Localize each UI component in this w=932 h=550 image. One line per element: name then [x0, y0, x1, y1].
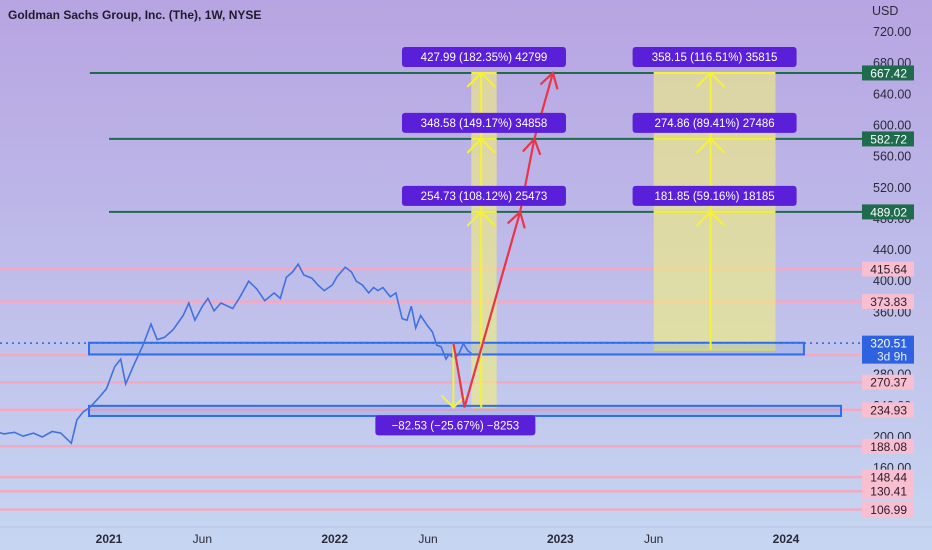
- level-price-tag-text: 234.93: [870, 403, 907, 417]
- x-axis-tick-label: Jun: [193, 532, 212, 546]
- drop-label: −82.53 (−25.67%) −8253: [392, 420, 520, 432]
- measure-label-box: [401, 46, 566, 67]
- current-price-tag: [862, 335, 914, 364]
- measure-label-box: [632, 112, 797, 133]
- level-price-tag: [862, 65, 914, 81]
- y-axis-tick-label: 720.00: [873, 25, 911, 39]
- drop-label-box: [375, 415, 536, 436]
- projected-path-arrow-head: [539, 70, 559, 90]
- x-axis-tick-label: Jun: [418, 532, 437, 546]
- y-axis-tick-label: 440.00: [873, 243, 911, 257]
- level-price-tag: [862, 402, 914, 418]
- level-price-tag-text: 373.83: [870, 295, 907, 309]
- level-price-tag: [862, 204, 914, 220]
- countdown-text: 3d 9h: [877, 350, 907, 364]
- measure-label-box: [632, 185, 797, 206]
- y-axis-tick-label: 400.00: [873, 274, 911, 288]
- level-price-tag: [862, 131, 914, 147]
- measure-label: 427.99 (182.35%) 42799: [421, 52, 548, 64]
- y-axis-tick-label: 520.00: [873, 181, 911, 195]
- x-axis-tick-label: 2021: [96, 532, 123, 546]
- level-price-tag: [862, 483, 914, 499]
- measure-label-box: [632, 46, 797, 67]
- projection-arrow-head: [695, 137, 726, 154]
- level-price-tag-text: 130.41: [870, 485, 907, 499]
- support-zone-box: [88, 341, 805, 356]
- measure-label: 254.73 (108.12%) 25473: [421, 191, 548, 203]
- measure-label: 358.15 (116.51%) 35815: [652, 52, 778, 64]
- measure-label-box: [401, 185, 566, 206]
- measure-label-box: [401, 112, 566, 133]
- level-price-tag-text: 667.42: [870, 66, 907, 80]
- projected-path-arrow-head: [522, 136, 542, 156]
- level-price-tag-text: 415.64: [870, 263, 907, 277]
- y-axis-tick-label: 640.00: [873, 87, 911, 101]
- projection-arrow-head: [695, 210, 726, 227]
- measure-label: 181.85 (59.16%) 18185: [654, 191, 774, 203]
- projection-arrow-head: [466, 137, 496, 154]
- chart-title: Goldman Sachs Group, Inc. (The), 1W, NYS…: [8, 8, 262, 22]
- x-axis-tick-label: 2022: [321, 532, 348, 546]
- price-series-line: [0, 262, 472, 445]
- level-price-tag: [862, 469, 914, 485]
- y-axis-tick-label: 600.00: [873, 118, 911, 132]
- projection-arrow-head: [695, 71, 726, 88]
- level-price-tag-text: 489.02: [870, 205, 907, 219]
- level-price-tag-text: 188.08: [870, 440, 907, 454]
- level-price-tag-text: 106.99: [870, 503, 907, 517]
- x-axis-tick-label: 2024: [773, 532, 800, 546]
- y-axis-currency: USD: [872, 4, 898, 18]
- level-price-tag: [862, 501, 914, 517]
- current-price-tag-text: 320.51: [870, 337, 907, 351]
- level-price-tag-text: 270.37: [870, 376, 907, 390]
- measure-label: 274.86 (89.41%) 27486: [654, 118, 774, 130]
- projected-path-arrow-head: [506, 209, 526, 229]
- drop-arrow-head: [440, 394, 467, 409]
- level-price-tag: [862, 438, 914, 454]
- projection-arrow-head: [466, 210, 496, 227]
- measure-label: 348.58 (149.17%) 34858: [421, 118, 548, 130]
- level-price-tag: [862, 261, 914, 277]
- level-price-tag-text: 148.44: [870, 471, 907, 485]
- level-price-tag: [862, 294, 914, 310]
- level-price-tag: [862, 374, 914, 390]
- y-axis-tick-label: 560.00: [873, 150, 911, 164]
- x-axis-tick-label: 2023: [547, 532, 574, 546]
- projection-arrow-head: [466, 71, 496, 88]
- x-axis-tick-label: Jun: [644, 532, 663, 546]
- level-price-tag-text: 582.72: [870, 132, 907, 146]
